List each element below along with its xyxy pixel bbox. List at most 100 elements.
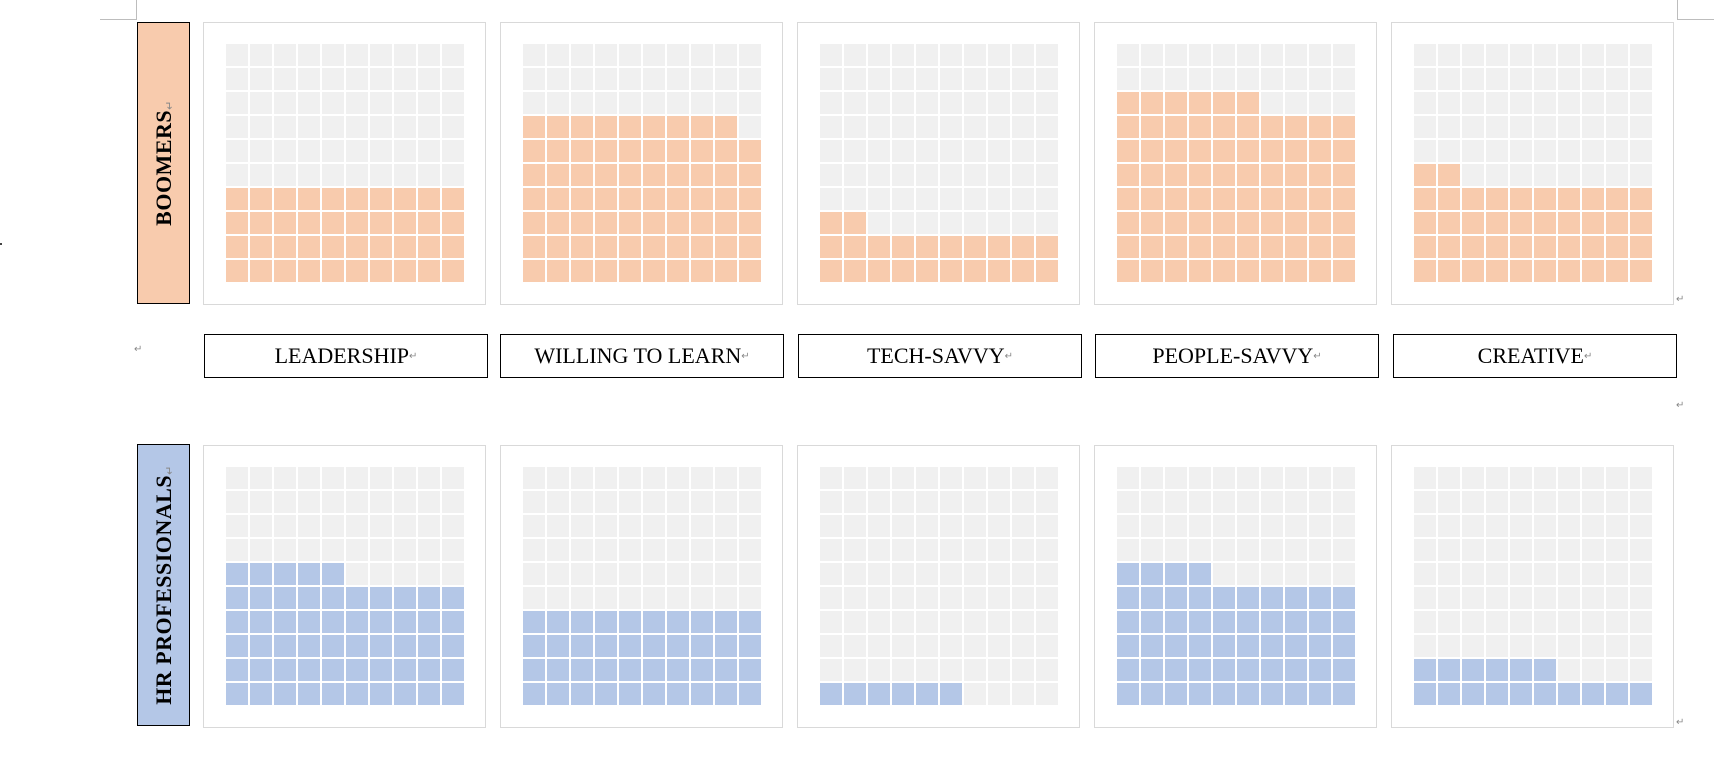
waffle-cell-empty — [715, 587, 737, 609]
waffle-cell-empty — [346, 92, 368, 114]
waffle-cell-empty — [346, 491, 368, 513]
waffle-cell-empty — [1558, 68, 1580, 90]
waffle-cell-empty — [1510, 563, 1532, 585]
waffle-cell-empty — [298, 68, 320, 90]
waffle-cell-filled — [250, 587, 272, 609]
waffle-cell-filled — [346, 635, 368, 657]
waffle-cell-filled — [1237, 659, 1259, 681]
waffle-cell-filled — [1261, 683, 1283, 705]
waffle-cell-filled — [1309, 140, 1331, 162]
waffle-cell-empty — [1438, 491, 1460, 513]
waffle-cell-empty — [1606, 491, 1628, 513]
waffle-cell-empty — [988, 539, 1010, 561]
waffle-cell-empty — [1012, 491, 1034, 513]
waffle-cell-empty — [1486, 467, 1508, 489]
waffle-cell-filled — [1261, 236, 1283, 258]
waffle-cell-empty — [1237, 515, 1259, 537]
waffle-cell-empty — [892, 188, 914, 210]
waffle-cell-empty — [226, 515, 248, 537]
waffle-cell-empty — [739, 539, 761, 561]
waffle-cell-empty — [988, 212, 1010, 234]
waffle-cell-empty — [1213, 491, 1235, 513]
waffle-panel — [1391, 22, 1674, 305]
waffle-cell-empty — [892, 164, 914, 186]
waffle-cell-filled — [250, 659, 272, 681]
waffle-cell-filled — [442, 188, 464, 210]
waffle-cell-filled — [571, 635, 593, 657]
waffle-cell-empty — [1558, 563, 1580, 585]
paragraph-mark: ↵ — [409, 350, 418, 362]
waffle-cell-empty — [868, 68, 890, 90]
waffle-cell-empty — [1012, 68, 1034, 90]
waffle-cell-filled — [1309, 659, 1331, 681]
waffle-cell-empty — [370, 164, 392, 186]
paragraph-mark: ↵ — [163, 465, 176, 475]
waffle-cell-filled — [226, 683, 248, 705]
waffle-cell-filled — [418, 683, 440, 705]
waffle-cell-filled — [643, 659, 665, 681]
waffle-cell-filled — [643, 611, 665, 633]
waffle-cell-filled — [571, 260, 593, 282]
waffle-cell-empty — [322, 92, 344, 114]
waffle-cell-empty — [1414, 491, 1436, 513]
waffle-cell-filled — [346, 611, 368, 633]
waffle-cell-empty — [1630, 116, 1652, 138]
waffle-cell-empty — [1510, 467, 1532, 489]
waffle-cell-empty — [1486, 563, 1508, 585]
waffle-cell-empty — [1510, 611, 1532, 633]
waffle-cell-filled — [346, 212, 368, 234]
waffle-cell-empty — [1606, 635, 1628, 657]
waffle-cell-empty — [940, 164, 962, 186]
waffle-cell-empty — [1630, 140, 1652, 162]
waffle-cell-empty — [418, 491, 440, 513]
waffle-cell-empty — [1438, 587, 1460, 609]
waffle-panel — [1094, 22, 1377, 305]
waffle-cell-empty — [715, 467, 737, 489]
waffle-cell-filled — [1414, 188, 1436, 210]
waffle-cell-empty — [667, 92, 689, 114]
waffle-cell-empty — [1582, 515, 1604, 537]
category-label-text: TECH-SAVVY — [866, 343, 1005, 368]
waffle-cell-empty — [988, 140, 1010, 162]
waffle-cell-filled — [1486, 659, 1508, 681]
waffle-cell-empty — [820, 467, 842, 489]
waffle-cell-filled — [571, 116, 593, 138]
waffle-cell-empty — [691, 515, 713, 537]
waffle-cell-empty — [595, 491, 617, 513]
waffle-cell-empty — [892, 467, 914, 489]
waffle-cell-empty — [1582, 92, 1604, 114]
waffle-cell-filled — [1261, 164, 1283, 186]
waffle-cell-filled — [547, 683, 569, 705]
waffle-cell-empty — [715, 563, 737, 585]
waffle-cell-filled — [1630, 236, 1652, 258]
waffle-cell-empty — [250, 515, 272, 537]
waffle-cell-empty — [916, 212, 938, 234]
waffle-cell-filled — [1189, 92, 1211, 114]
waffle-cell-filled — [1582, 212, 1604, 234]
waffle-cell-empty — [964, 515, 986, 537]
waffle-cell-empty — [1510, 539, 1532, 561]
waffle-cell-empty — [868, 635, 890, 657]
waffle-cell-filled — [442, 212, 464, 234]
waffle-cell-filled — [691, 236, 713, 258]
waffle-cell-empty — [1189, 539, 1211, 561]
waffle-cell-empty — [394, 515, 416, 537]
waffle-cell-empty — [1285, 68, 1307, 90]
waffle-cell-empty — [346, 515, 368, 537]
waffle-cell-empty — [274, 491, 296, 513]
waffle-cell-filled — [1582, 683, 1604, 705]
row-label-hr-professionals: HR PROFESSIONALS↵ — [137, 444, 190, 726]
waffle-cell-empty — [1558, 539, 1580, 561]
waffle-cell-empty — [1012, 659, 1034, 681]
waffle-cell-empty — [820, 68, 842, 90]
waffle-cell-empty — [1189, 515, 1211, 537]
waffle-cell-empty — [547, 92, 569, 114]
waffle-cell-empty — [346, 116, 368, 138]
waffle-cell-empty — [226, 539, 248, 561]
waffle-cell-filled — [1117, 659, 1139, 681]
waffle-cell-filled — [1237, 611, 1259, 633]
waffle-cell-filled — [442, 587, 464, 609]
waffle-cell-empty — [370, 515, 392, 537]
waffle-cell-filled — [523, 116, 545, 138]
waffle-cell-empty — [571, 44, 593, 66]
